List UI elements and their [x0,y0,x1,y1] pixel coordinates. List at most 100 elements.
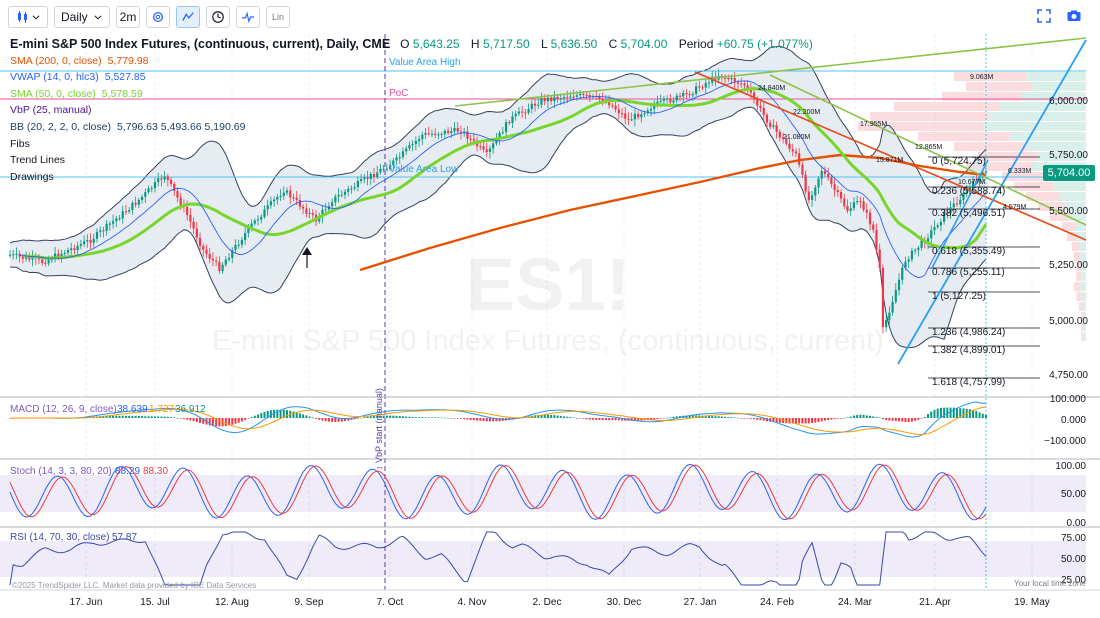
time-axis-label: 4. Nov [458,597,487,608]
macd-histogram-bar [566,416,569,418]
candle-body [946,212,949,214]
candle-body [244,233,247,240]
indicator-row[interactable]: VbP (25, manual) [10,102,821,119]
indicator-row[interactable]: Drawings [10,169,821,186]
fib-level-label: 0.786 (5,255.11) [932,267,1005,278]
candle-body [363,177,366,180]
macd-histogram-bar [846,417,849,419]
auto-trend-button[interactable] [176,6,200,28]
candle-body [846,205,849,211]
trend-line-blue[interactable] [897,39,1087,365]
price-axis-label: 6,000.00 [1049,96,1088,107]
candle-body [878,249,881,268]
trend-line-red[interactable] [694,71,1087,241]
macd-histogram-bar [559,415,562,418]
indicator-row[interactable]: BB (20, 2, 2, 0, close) 5,796.63 5,493.66… [10,119,821,136]
fibonacci-lines [928,156,1040,379]
candle-body [868,212,872,225]
chart-type-button[interactable] [8,6,48,28]
candle-body [392,160,395,166]
timeframe-select[interactable]: Daily [54,6,110,28]
macd-histogram-bar [898,418,901,422]
candle-body [227,257,231,260]
macd-histogram-bar [546,414,549,418]
candle-body [492,143,495,149]
trend-line-green-upper[interactable] [454,37,1087,107]
fullscreen-icon[interactable] [1036,8,1052,24]
macd-histogram-bar [315,418,318,419]
symbol-title[interactable]: E-mini S&P 500 Index Futures, (continuou… [10,37,391,51]
rsi-axis-label: 25.00 [1061,575,1086,586]
indicator-label: VWAP (14, 0, hlc3) [10,71,99,84]
candle-body [256,219,260,221]
macd-histogram-bar [456,418,459,419]
candle-body [140,196,144,200]
stoch-axis-label: 100.00 [1055,461,1086,472]
candle-body [701,87,704,89]
candle-body [637,113,640,118]
macd-histogram-bar [646,418,649,421]
vbp-bar-down [954,142,1027,151]
candle-body [765,114,769,123]
macd-histogram-bar [411,416,414,418]
candle-body [57,253,60,257]
top-toolbar: Daily 2m Lin [0,0,1100,34]
indicator-row[interactable]: SMA (200, 0, close) 5,779.98 [10,53,821,70]
candle-body [424,133,427,135]
candle-body [756,99,759,106]
scale-button[interactable]: Lin [266,6,290,28]
macd-histogram-bar [740,418,743,419]
indicator-row[interactable]: Fibs [10,136,821,153]
candle-body [417,139,421,142]
macd-histogram-bar [488,418,491,422]
trend-line-blue-short[interactable] [931,159,989,269]
macd-histogram-bar [772,418,775,423]
interval-button[interactable]: 2m [116,6,140,28]
candle-body [955,203,959,205]
candle-body [891,301,894,313]
candle-body [479,146,482,148]
ohlc-readout: O 5,643.25 H 5,717.50 L 5,636.50 C 5,704… [400,36,821,53]
candle-body [237,244,240,246]
close-value: 5,704.00 [620,37,668,51]
candle-body [930,230,933,239]
bollinger-band-fill [10,46,986,348]
indicator-row[interactable]: Trend Lines [10,152,821,169]
macd-histogram-bar [385,415,388,418]
macd-histogram-bar [637,418,640,421]
candle-body [939,221,943,226]
candle-body [398,157,401,159]
macd-histogram-bar [724,416,727,418]
macd-histogram-bar [688,415,691,418]
high-value: 5,717.50 [482,37,530,51]
candle-body [775,125,778,132]
candle-body [321,209,324,217]
candle-body [978,177,981,183]
macd-histogram-bar [115,415,118,418]
candle-body [137,199,140,205]
macd-histogram-bar [856,414,859,418]
candle-body [666,98,669,100]
replay-button[interactable] [206,6,230,28]
macd-histogram-bar [872,416,875,418]
candle-body [801,164,804,175]
macd-histogram-bar [182,418,185,419]
candle-body [553,96,556,102]
trend-line-green-lower[interactable] [769,74,1087,226]
indicator-row[interactable]: SMA (50, 0, close) 5,578.59 [10,86,821,103]
candle-body [833,184,836,191]
macd-histogram-bar [662,418,665,419]
macd-histogram-bar [298,413,301,418]
crosshair-button[interactable] [236,6,260,28]
macd-histogram-bar [650,418,653,420]
candle-body [144,192,147,197]
camera-icon[interactable] [1066,8,1082,24]
macd-histogram-bar [633,418,636,421]
macd-histogram-bar [811,418,814,424]
settings-button[interactable] [146,6,170,28]
indicator-label: SMA (200, 0, close) [10,54,102,67]
indicator-row[interactable]: VWAP (14, 0, hlc3) 5,527.85 [10,69,821,86]
local-time-label[interactable]: Your local time zone [1014,579,1086,588]
candle-body [669,98,672,103]
